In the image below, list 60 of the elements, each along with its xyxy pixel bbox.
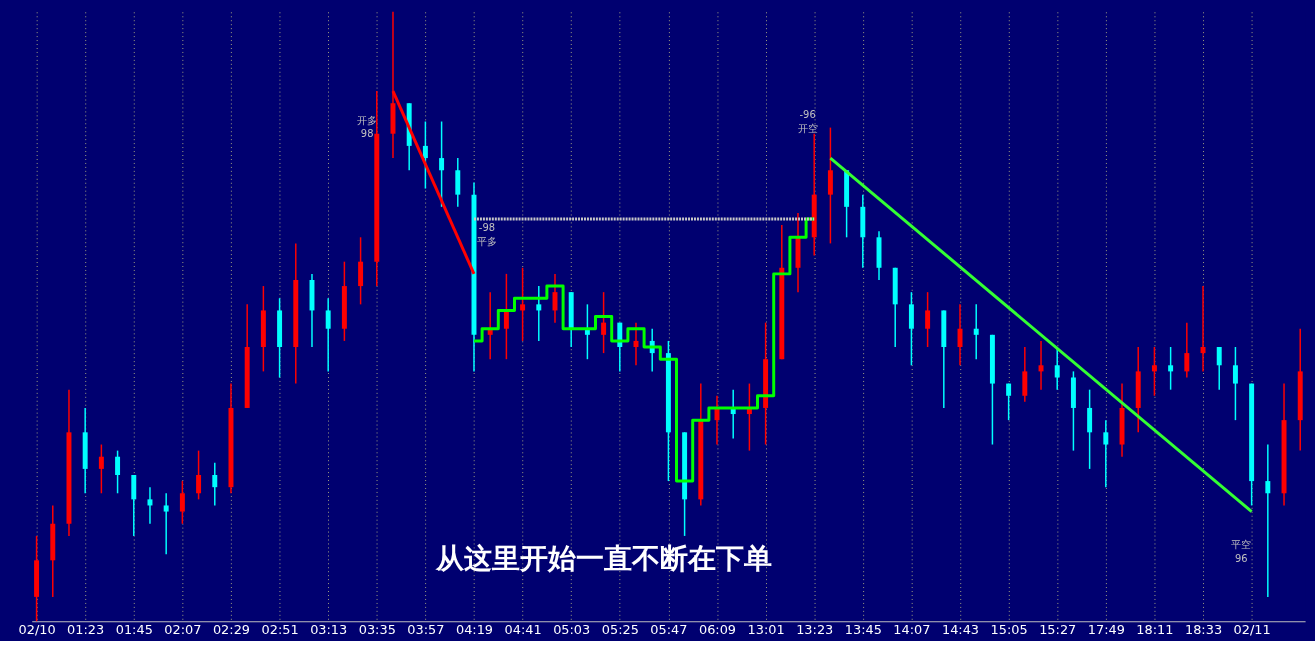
- x-tick-label: 06:09: [698, 621, 737, 637]
- x-tick-label: 15:27: [1039, 621, 1077, 637]
- x-tick-label: 13:45: [844, 621, 882, 637]
- annotation: 开空: [797, 123, 818, 135]
- x-tick-label: 05:03: [553, 621, 591, 637]
- candlestick: [179, 480, 185, 525]
- x-tick-label: 02:51: [261, 621, 299, 637]
- x-tick-label: 03:57: [407, 621, 445, 637]
- candlestick: [1168, 346, 1174, 391]
- annotation: 96: [1234, 553, 1248, 565]
- candlestick: [115, 449, 121, 495]
- x-tick-label: 03:35: [358, 621, 396, 637]
- candlestick: [1216, 346, 1222, 391]
- x-tick-label: 18:33: [1184, 621, 1223, 637]
- candlestick: [1103, 419, 1109, 488]
- annotation: 从这里开始一直不断在下单: [434, 542, 772, 576]
- annotation: -96: [799, 109, 816, 121]
- candlestick: [520, 267, 526, 342]
- candlestick: [503, 273, 509, 360]
- candlestick: [98, 443, 104, 495]
- x-tick-label: 01:23: [67, 621, 105, 637]
- candlestick: [422, 120, 428, 190]
- x-tick-label: 15:05: [990, 621, 1028, 637]
- candlestick: [439, 120, 445, 208]
- x-tick-label: 05:25: [601, 621, 639, 637]
- candlestick: [1232, 346, 1238, 421]
- candlestick: [973, 303, 979, 360]
- candlestick: [1265, 443, 1271, 598]
- x-tick-label: 17:49: [1087, 621, 1125, 637]
- x-tick-label: 02/11: [1233, 621, 1271, 637]
- x-tick-label: 03:13: [310, 621, 348, 637]
- x-tick-label: 02/10: [18, 621, 56, 637]
- x-tick-label: 02:29: [212, 621, 251, 637]
- annotation: -98: [478, 222, 495, 234]
- x-tick-label: 13:23: [796, 621, 834, 637]
- candlestick: [1006, 382, 1012, 421]
- annotation: 平空: [1231, 539, 1252, 551]
- candlestick: [1200, 285, 1206, 373]
- candlestick: [196, 449, 202, 501]
- x-tick-label: 14:43: [941, 621, 980, 637]
- candlestick: [147, 486, 153, 525]
- x-tick-label: 13:01: [747, 621, 785, 637]
- x-tick-label: 02:07: [164, 621, 202, 637]
- x-tick-label: 04:19: [455, 621, 494, 637]
- x-tick-label: 04:41: [504, 621, 542, 637]
- x-tick-label: 05:47: [650, 621, 688, 637]
- x-tick-label: 14:07: [893, 621, 931, 637]
- annotation: 98: [360, 127, 374, 139]
- candlestick: [163, 492, 169, 555]
- candlestick: [325, 297, 331, 373]
- candlestick: [925, 291, 931, 348]
- candlestick: [1151, 346, 1157, 397]
- x-tick-label: 01:45: [115, 621, 153, 637]
- candlestick: [1184, 321, 1190, 379]
- candlestick: [212, 462, 218, 507]
- candlestick: [601, 291, 607, 354]
- x-tick-label: 18:11: [1136, 621, 1174, 637]
- annotation: 平多: [476, 236, 497, 248]
- annotation: 开多: [357, 115, 378, 127]
- candlestick: [536, 285, 542, 342]
